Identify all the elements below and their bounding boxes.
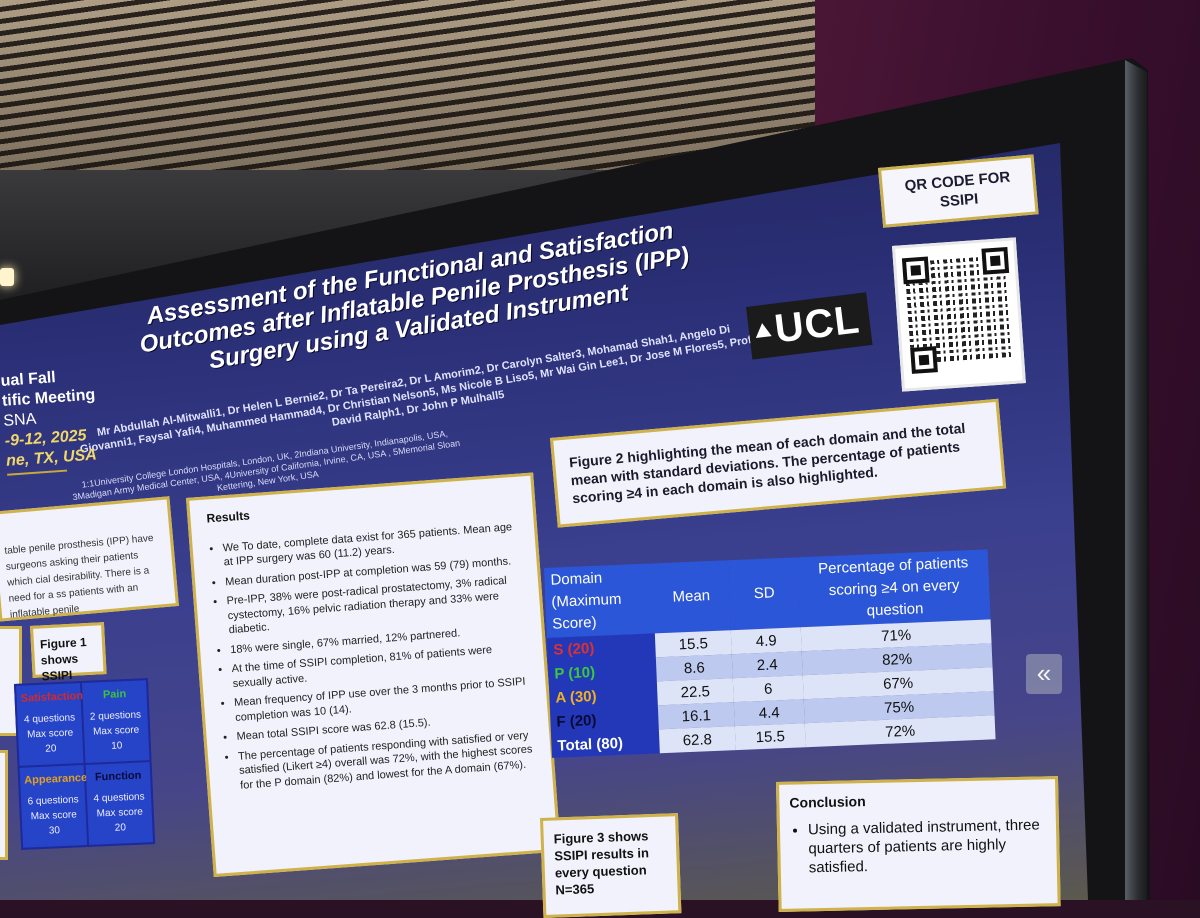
ucl-logo-wrap: UCL bbox=[746, 292, 873, 360]
intro-box: table penile prosthesis (IPP) have surge… bbox=[0, 496, 179, 622]
cell-domain: Total (80) bbox=[550, 729, 660, 758]
qr-finder-icon bbox=[981, 246, 1010, 275]
figure2-table-body: S (20) 15.5 4.9 71% P (10) 8.6 2.4 82% A (30) 22.… bbox=[546, 619, 996, 758]
intro-text: table penile prosthesis (IPP) have surge… bbox=[4, 532, 154, 621]
ucl-logo-text: UCL bbox=[772, 297, 863, 352]
cell-mean: 15.5 bbox=[654, 630, 732, 658]
cell-sd: 4.9 bbox=[730, 627, 802, 655]
qr-code[interactable] bbox=[892, 237, 1026, 392]
figure2-caption-box: Figure 2 highlighting the mean of each d… bbox=[550, 398, 1007, 528]
cell-sd: 6 bbox=[732, 675, 804, 703]
col-header-mean: Mean bbox=[651, 560, 731, 634]
results-list: We To date, complete data exist for 365 … bbox=[208, 519, 536, 794]
domain-name: Appearance bbox=[23, 771, 88, 787]
domain-max-score: Max score 20 bbox=[26, 727, 74, 755]
figure3-wrap: Figure 3 shows SSIPI results in every qu… bbox=[540, 813, 682, 918]
conclusion-wrap: Conclusion Using a validated instrument,… bbox=[776, 776, 1061, 912]
conclusion-box: Conclusion Using a validated instrument,… bbox=[776, 776, 1061, 912]
col-header-sd: SD bbox=[727, 557, 801, 631]
results-section: Results We To date, complete data exist … bbox=[189, 476, 553, 812]
wall-lamp bbox=[0, 268, 14, 286]
results-box-wrap: Results We To date, complete data exist … bbox=[186, 472, 561, 877]
domain-max-score: Max score 20 bbox=[96, 806, 144, 834]
qr-label-wrap: QR CODE FOR SSIPI bbox=[878, 154, 1039, 228]
col-header-percentage: Percentage of patients scoring ≥4 on eve… bbox=[797, 549, 991, 628]
conclusion-heading: Conclusion bbox=[789, 793, 866, 811]
side-box-lower bbox=[0, 750, 8, 860]
figure3-box: Figure 3 shows SSIPI results in every qu… bbox=[540, 813, 682, 918]
cell-mean: 8.6 bbox=[655, 654, 733, 682]
qr-code-label: QR CODE FOR SSIPI bbox=[878, 154, 1039, 228]
conclusion-item: Using a validated instrument, three quar… bbox=[808, 815, 1047, 877]
figure1-label-box: Figure 1 shows SSIPI domains: bbox=[30, 622, 107, 699]
monitor-edge bbox=[1125, 60, 1147, 900]
collapse-panel-button[interactable]: « bbox=[1026, 654, 1062, 694]
figure2-caption: Figure 2 highlighting the mean of each d… bbox=[568, 419, 966, 507]
qr-finder-icon bbox=[910, 346, 938, 374]
figure3-label: Figure 3 shows SSIPI results in every qu… bbox=[553, 828, 650, 898]
meeting-block: ual Fall tific Meeting SNA -9-12, 2025 n… bbox=[0, 365, 100, 476]
domain-name: Function bbox=[94, 769, 142, 784]
cell-mean: 22.5 bbox=[656, 678, 734, 706]
figure1-label-wrap: Figure 1 shows SSIPI domains: bbox=[30, 622, 107, 699]
domain-cell: Function 4 questions Max score 20 bbox=[85, 762, 154, 845]
figure2-table: Domain (Maximum Score) Mean SD Percentag… bbox=[544, 549, 996, 758]
cell-mean: 62.8 bbox=[658, 726, 736, 754]
ucl-logo: UCL bbox=[746, 292, 873, 360]
meeting-info: ual Fall tific Meeting SNA -9-12, 2025 n… bbox=[0, 365, 100, 476]
domain-cell: Appearance 6 questions Max score 30 bbox=[19, 765, 88, 848]
conclusion-section: Conclusion Using a validated instrument,… bbox=[779, 779, 1057, 888]
cell-sd: 15.5 bbox=[734, 723, 806, 751]
cell-mean: 16.1 bbox=[657, 702, 735, 730]
figure2-table-wrap: Domain (Maximum Score) Mean SD Percentag… bbox=[544, 549, 996, 758]
ucl-mark-icon bbox=[754, 322, 772, 339]
figure1-domain-grid: Satisfaction 4 questions Max score 20 Pain 2… bbox=[14, 678, 156, 850]
results-heading: Results bbox=[206, 508, 251, 526]
conclusion-list: Using a validated instrument, three quar… bbox=[790, 815, 1047, 877]
domain-cell: Pain 2 questions Max score 10 bbox=[82, 680, 150, 763]
domain-cell: Satisfaction 4 questions Max score 20 bbox=[16, 683, 84, 766]
qr-finder-icon bbox=[901, 256, 930, 285]
intro-box-wrap: table penile prosthesis (IPP) have surge… bbox=[0, 496, 179, 622]
domain-max-score: Max score 10 bbox=[92, 724, 140, 752]
domain-max-score: Max score 30 bbox=[30, 809, 78, 837]
domain-name: Pain bbox=[102, 688, 127, 702]
results-box: Results We To date, complete data exist … bbox=[186, 472, 561, 877]
col-header-domain: Domain (Maximum Score) bbox=[544, 563, 655, 638]
cell-sd: 4.4 bbox=[733, 699, 805, 727]
cell-sd: 2.4 bbox=[731, 651, 803, 679]
figure2-caption-wrap: Figure 2 highlighting the mean of each d… bbox=[550, 398, 1007, 528]
domain-name: Satisfaction bbox=[20, 690, 84, 705]
qr-code-wrap bbox=[892, 237, 1026, 392]
figure1-grid-wrap: Satisfaction 4 questions Max score 20 Pain 2… bbox=[14, 678, 156, 850]
